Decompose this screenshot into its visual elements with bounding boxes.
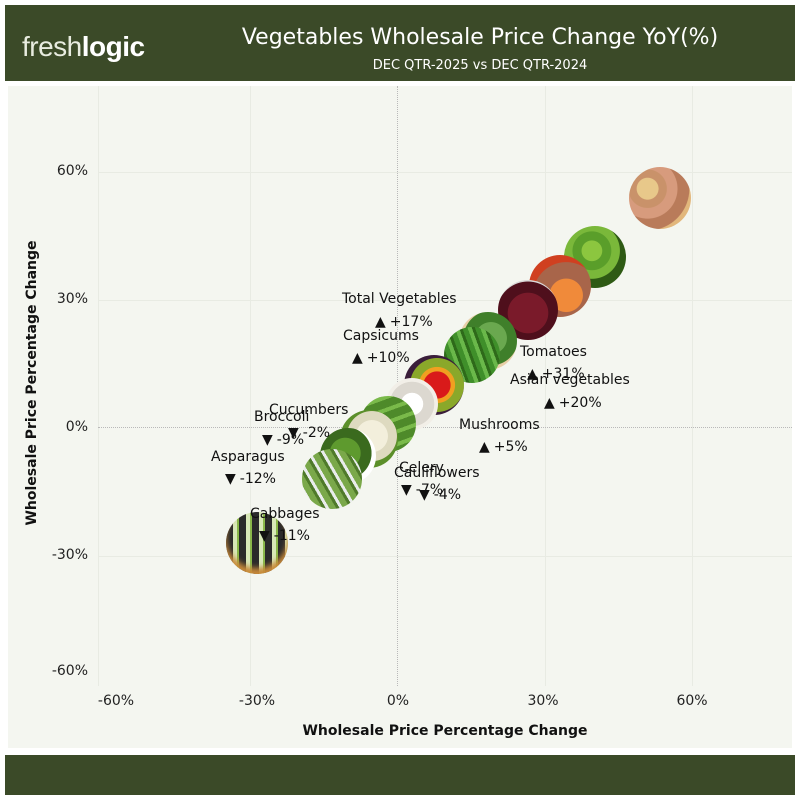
value-cabbages: ▼ -11% xyxy=(259,528,310,544)
value-text: +17% xyxy=(389,314,433,330)
value-broccoli: ▼ -9% xyxy=(262,432,304,448)
label-cucumbers: Cucumbers xyxy=(269,402,349,418)
label-mushrooms: Mushrooms xyxy=(459,417,540,433)
value-tomatoes: ▲ +31% xyxy=(527,366,585,382)
freshlogic-logo: freshlogic xyxy=(22,31,145,63)
gridline-x-left xyxy=(98,86,99,686)
x-tick: 0% xyxy=(386,693,410,709)
value-total-vegetables: ▲ +17% xyxy=(375,314,433,330)
value-text: +5% xyxy=(493,439,528,455)
y-tick: 30% xyxy=(56,291,88,307)
value-capsicums: ▲ +10% xyxy=(352,350,410,366)
value-asian-vegetables: ▲ +20% xyxy=(544,395,602,411)
value-text: -9% xyxy=(276,432,305,448)
value-text: +10% xyxy=(366,350,410,366)
label-tomatoes: Tomatoes xyxy=(520,344,587,360)
value-text: -7% xyxy=(415,482,444,498)
down-arrow-icon: ▼ xyxy=(401,482,412,498)
label-broccoli: Broccoli xyxy=(254,409,310,425)
header-bar: freshlogic Vegetables Wholesale Price Ch… xyxy=(5,5,795,81)
up-arrow-icon: ▲ xyxy=(375,314,386,330)
up-arrow-icon: ▲ xyxy=(352,350,363,366)
x-tick: -30% xyxy=(238,693,276,709)
y-tick: 60% xyxy=(56,163,88,179)
value-asparagus: ▼ -12% xyxy=(225,471,276,487)
value-text: +20% xyxy=(558,395,602,411)
up-arrow-icon: ▲ xyxy=(527,366,538,382)
potatoes-bubble[interactable] xyxy=(629,167,691,229)
label-cauliflowers: Cauliflowers xyxy=(394,465,480,481)
asparagus-bubble[interactable] xyxy=(302,449,362,509)
value-celery: ▼ -7% xyxy=(401,482,443,498)
chart-title: Vegetables Wholesale Price Change YoY(%) xyxy=(241,25,719,50)
value-text: -11% xyxy=(273,528,310,544)
gridline-x-neg30 xyxy=(250,86,251,686)
x-axis-title: Wholesale Price Percentage Change xyxy=(302,723,588,739)
up-arrow-icon: ▲ xyxy=(479,439,490,455)
y-tick: -30% xyxy=(51,547,88,563)
logo-light-text: fresh xyxy=(22,31,82,62)
label-asparagus: Asparagus xyxy=(211,449,285,465)
x-tick: 30% xyxy=(527,693,559,709)
gridline-x-30 xyxy=(545,86,546,686)
label-celery: Celery xyxy=(399,460,444,476)
down-arrow-icon: ▼ xyxy=(262,432,273,448)
down-arrow-icon: ▼ xyxy=(259,528,270,544)
value-text: -12% xyxy=(239,471,276,487)
label-total-vegetables: Total Vegetables xyxy=(342,291,457,307)
logo-bold-text: logic xyxy=(81,31,145,62)
label-cabbages: Cabbages xyxy=(250,506,320,522)
y-tick: -60% xyxy=(51,663,88,679)
down-arrow-icon: ▼ xyxy=(225,471,236,487)
label-asian-vegetables: Asian vegetables xyxy=(510,372,630,388)
y-tick: 0% xyxy=(65,419,88,435)
label-capsicums: Capsicums xyxy=(343,328,419,344)
footer-bar xyxy=(5,755,795,795)
gridline-y-30 xyxy=(98,300,792,301)
down-arrow-icon: ▼ xyxy=(419,487,430,503)
value-cauliflowers: ▼ -4% xyxy=(419,487,461,503)
value-mushrooms: ▲ +5% xyxy=(479,439,528,455)
leeks-bubble[interactable] xyxy=(226,512,288,574)
x-tick: 60% xyxy=(676,693,708,709)
chart-subtitle: DEC QTR-2025 vs DEC QTR-2024 xyxy=(372,58,588,73)
value-cucumbers: ▼ -2% xyxy=(288,425,330,441)
value-text: -4% xyxy=(433,487,462,503)
gridline-y-neg30 xyxy=(98,556,792,557)
value-text: +31% xyxy=(541,366,585,382)
up-arrow-icon: ▲ xyxy=(544,395,555,411)
x-tick: -60% xyxy=(97,693,135,709)
gridline-x-60 xyxy=(692,86,693,686)
value-text: -2% xyxy=(302,425,331,441)
y-axis-title: Wholesale Price Percentage Change xyxy=(24,240,40,526)
gridline-y-60 xyxy=(98,172,792,173)
zero-line-y xyxy=(98,427,792,428)
down-arrow-icon: ▼ xyxy=(288,425,299,441)
